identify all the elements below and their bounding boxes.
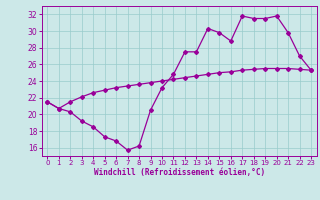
X-axis label: Windchill (Refroidissement éolien,°C): Windchill (Refroidissement éolien,°C) [94,168,265,177]
